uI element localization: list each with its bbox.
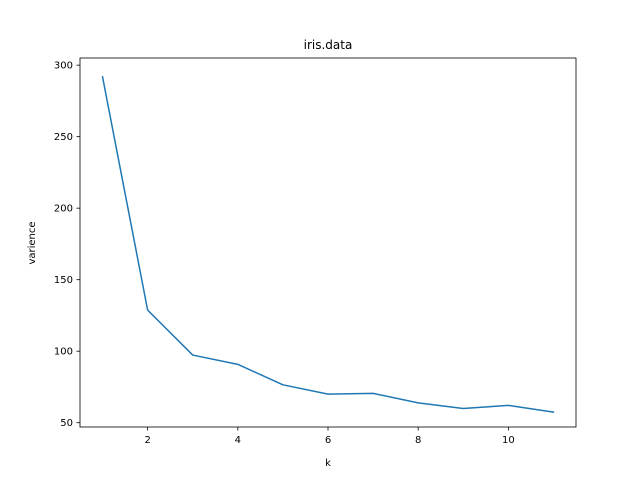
plot-frame xyxy=(79,57,577,428)
x-tick-label: 2 xyxy=(144,435,150,446)
x-tick-label: 6 xyxy=(325,435,331,446)
x-tick-label: 4 xyxy=(235,435,241,446)
x-tick-label: 10 xyxy=(502,435,515,446)
chart-title: iris.data xyxy=(304,38,353,52)
y-tick-label: 250 xyxy=(54,132,73,143)
x-axis-label: k xyxy=(325,458,331,469)
x-tick-label: 8 xyxy=(415,435,421,446)
y-tick-label: 200 xyxy=(54,204,73,215)
y-tick-label: 300 xyxy=(54,61,73,72)
series-line xyxy=(101,76,555,413)
y-axis-label: varience xyxy=(27,221,38,264)
plot-area: 2 4 6 8 10 50 100 150 200 250 300 xyxy=(54,57,577,446)
y-tick-label: 100 xyxy=(54,347,73,358)
y-tick-label: 50 xyxy=(60,418,73,429)
y-tick-label: 150 xyxy=(54,275,73,286)
